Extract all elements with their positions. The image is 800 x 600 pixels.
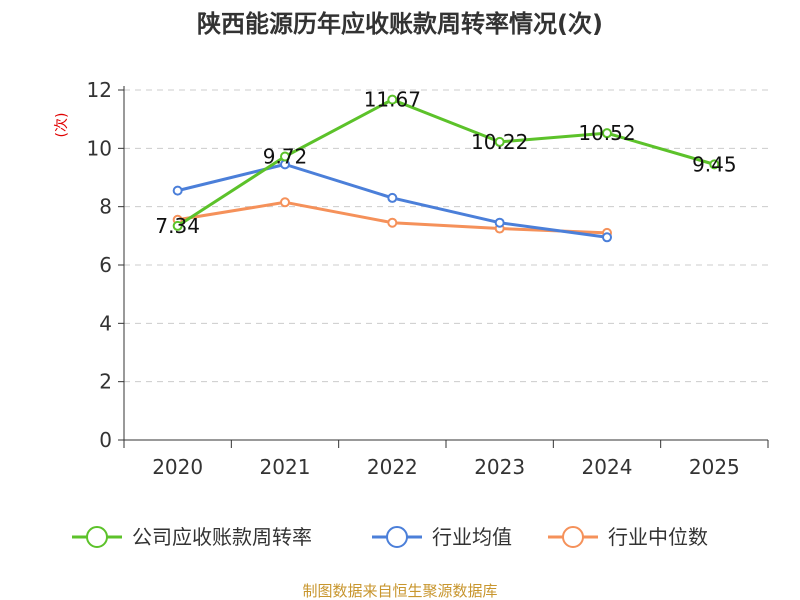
grid-lines bbox=[124, 89, 768, 383]
x-tick-label: 2023 bbox=[474, 455, 525, 479]
data-point[interactable] bbox=[602, 232, 612, 243]
data-label: 9.45 bbox=[692, 152, 737, 176]
source-note: 制图数据来自恒生聚源数据库 bbox=[302, 582, 497, 600]
data-labels: 7.34 9.72 11.67 10.22 10.52 9.45 bbox=[155, 88, 736, 238]
x-tick-label: 2021 bbox=[260, 455, 311, 479]
y-tick-label: 12 bbox=[87, 78, 112, 102]
data-point[interactable] bbox=[709, 159, 720, 170]
data-point[interactable] bbox=[494, 136, 505, 147]
legend-item[interactable]: 行业均值 bbox=[372, 525, 512, 549]
legend: 公司应收账款周转率 行业均值 行业中位数 bbox=[72, 525, 708, 549]
data-point[interactable] bbox=[387, 192, 398, 203]
series-1 bbox=[172, 159, 612, 243]
x-tick-label: 2022 bbox=[367, 455, 418, 479]
data-point[interactable] bbox=[280, 151, 290, 162]
x-tick-label: 2020 bbox=[152, 455, 203, 479]
y-tick-label: 0 bbox=[99, 428, 112, 452]
y-tick-label: 8 bbox=[99, 195, 112, 219]
data-label: 7.34 bbox=[155, 214, 200, 238]
axes: 0 2 4 6 8 10 12 2020 2021 2022 2023 2024 2025 bbox=[87, 78, 769, 479]
x-tick-label: 2025 bbox=[689, 455, 740, 479]
data-label: 10.22 bbox=[471, 130, 528, 154]
data-label: 9.72 bbox=[263, 145, 308, 169]
legend-marker bbox=[86, 526, 108, 548]
series-line bbox=[176, 98, 716, 228]
x-tick-label: 2024 bbox=[582, 455, 633, 479]
y-tick-label: 6 bbox=[99, 253, 112, 277]
y-axis-label: (次) bbox=[54, 113, 70, 138]
legend-label: 行业中位数 bbox=[608, 525, 708, 549]
y-tick-label: 10 bbox=[87, 136, 112, 160]
y-tick-label: 4 bbox=[99, 311, 112, 335]
y-tick-label: 2 bbox=[99, 370, 112, 394]
data-label: 10.52 bbox=[578, 121, 635, 145]
series-0 bbox=[172, 94, 720, 231]
data-point[interactable] bbox=[387, 217, 398, 228]
data-point[interactable] bbox=[602, 128, 612, 139]
data-label: 11.67 bbox=[364, 88, 421, 112]
data-point[interactable] bbox=[172, 185, 183, 196]
legend-label: 行业均值 bbox=[432, 525, 512, 549]
data-point[interactable] bbox=[280, 197, 290, 208]
legend-item[interactable]: 行业中位数 bbox=[548, 525, 708, 549]
legend-item[interactable]: 公司应收账款周转率 bbox=[72, 525, 312, 549]
legend-label: 公司应收账款周转率 bbox=[132, 525, 312, 549]
data-point[interactable] bbox=[387, 94, 398, 105]
series-lines bbox=[172, 94, 720, 243]
legend-marker bbox=[386, 526, 408, 548]
legend-marker bbox=[562, 526, 584, 548]
data-point[interactable] bbox=[494, 217, 505, 228]
series-2 bbox=[172, 197, 612, 238]
data-point[interactable] bbox=[172, 220, 183, 231]
chart-title: 陕西能源历年应收账款周转率情况(次) bbox=[197, 10, 603, 38]
